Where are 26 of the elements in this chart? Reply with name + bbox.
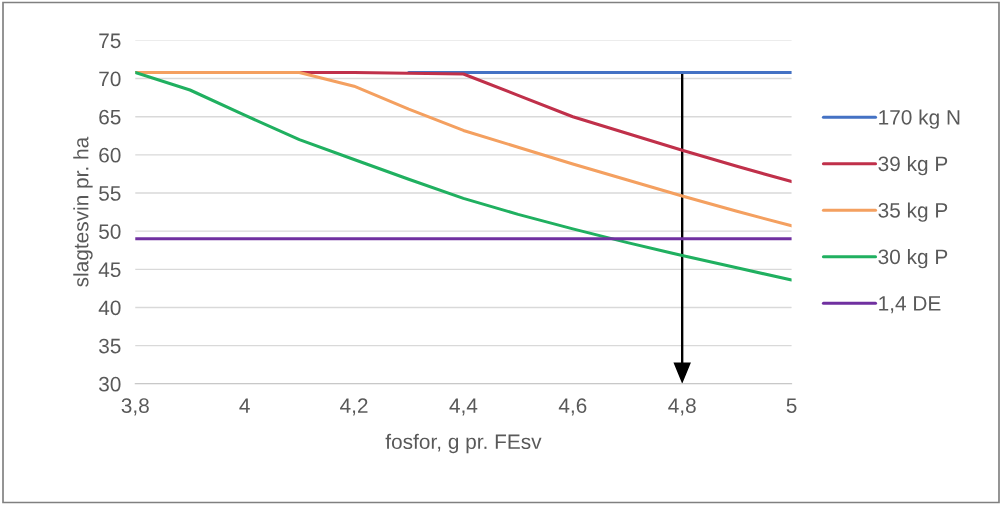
y-tick-label: 75 <box>99 33 121 49</box>
y-tick-label: 55 <box>99 186 121 201</box>
x-tick-label: 5 <box>786 398 797 413</box>
legend-label: 39 kg P <box>878 155 948 176</box>
y-tick-label: 60 <box>99 147 121 163</box>
y-tick-label: 65 <box>99 109 121 125</box>
x-tick-label: 4,2 <box>340 398 368 416</box>
legend-label: 30 kg P <box>878 248 948 269</box>
y-tick-label: 40 <box>98 300 121 316</box>
y-tick-label: 70 <box>99 71 121 87</box>
legend-label: 35 kg P <box>878 202 948 222</box>
y-tick-label: 50 <box>99 224 121 239</box>
line-series <box>135 70 792 228</box>
y-tick-label: 30 <box>99 376 121 392</box>
line-series <box>135 70 792 282</box>
y-tick-label: 35 <box>99 338 121 354</box>
x-tick-label: 4,4 <box>449 398 478 416</box>
legend-label: 170 kg N <box>879 109 960 129</box>
x-tick-label: 4,8 <box>668 398 696 416</box>
legend-label: 1,4 DE <box>879 296 941 314</box>
y-tick-label: 45 <box>98 262 121 278</box>
x-axis-title: fosfor, g pr. FEsv <box>385 433 542 454</box>
x-tick-label: 4 <box>239 398 250 413</box>
x-tick-label: 3,8 <box>121 398 149 416</box>
y-axis-title: slagtesvin pr. ha <box>73 136 93 287</box>
x-tick-label: 4,6 <box>558 398 587 416</box>
